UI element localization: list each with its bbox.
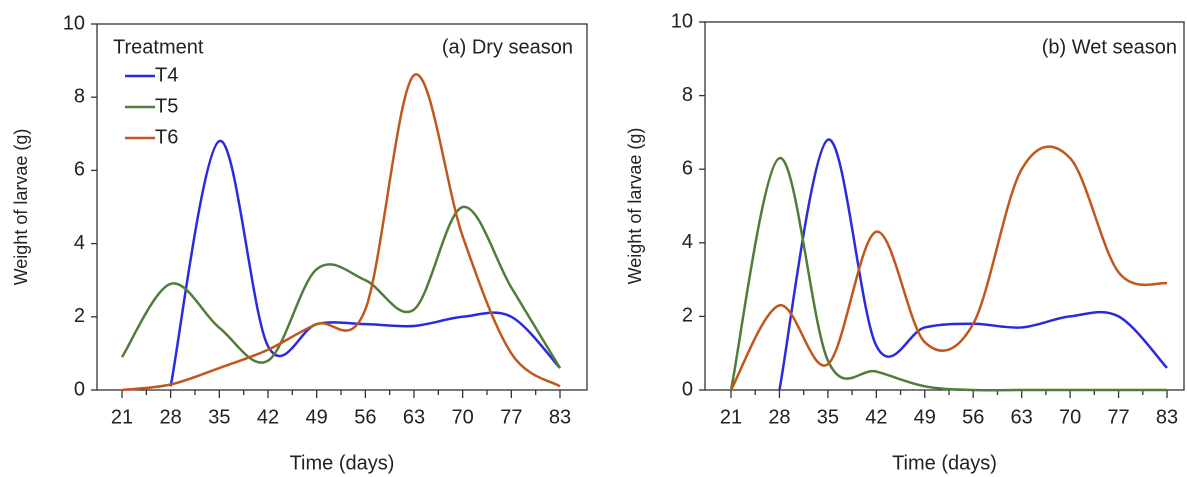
x-tick-label: 42: [865, 406, 887, 428]
chart: 024681021283542495663707783Time (days)We…: [0, 0, 1187, 477]
x-tick-label: 83: [549, 406, 571, 428]
y-tick-label: 10: [63, 12, 85, 34]
x-tick-label: 49: [914, 406, 936, 428]
x-tick-label: 21: [111, 406, 133, 428]
x-tick-label: 28: [768, 406, 790, 428]
series-line: [122, 207, 560, 368]
x-tick-label: 56: [962, 406, 984, 428]
legend-title: Treatment: [113, 36, 204, 58]
y-tick-label: 0: [74, 378, 85, 400]
x-tick-label: 28: [160, 406, 182, 428]
x-tick-label: 77: [1107, 406, 1129, 428]
panel-title: (a) Dry season: [442, 36, 573, 58]
x-axis-label: Time (days): [892, 452, 997, 474]
y-tick-label: 8: [682, 84, 693, 106]
x-tick-label: 35: [208, 406, 230, 428]
y-tick-label: 10: [671, 10, 693, 32]
y-tick-label: 4: [682, 231, 693, 253]
x-tick-label: 49: [306, 406, 328, 428]
x-axis-label: Time (days): [290, 452, 395, 474]
legend-label: T6: [155, 126, 178, 148]
y-tick-label: 2: [682, 305, 693, 327]
x-tick-label: 63: [1011, 406, 1033, 428]
y-tick-label: 4: [74, 232, 85, 254]
series-line: [122, 74, 560, 390]
series-line: [171, 141, 560, 386]
x-tick-label: 35: [817, 406, 839, 428]
y-tick-label: 0: [682, 378, 693, 400]
y-tick-label: 2: [74, 305, 85, 327]
x-tick-label: 83: [1156, 406, 1178, 428]
y-axis-label: Weight of larvae (g): [11, 129, 31, 286]
legend-label: T5: [155, 95, 178, 117]
x-tick-label: 63: [403, 406, 425, 428]
plot-frame: [705, 22, 1184, 390]
panel-title: (b) Wet season: [1042, 36, 1177, 58]
x-tick-label: 56: [354, 406, 376, 428]
x-tick-label: 77: [500, 406, 522, 428]
series-line: [731, 147, 1167, 390]
x-tick-label: 21: [720, 406, 742, 428]
x-tick-label: 42: [257, 406, 279, 428]
legend-label: T4: [155, 64, 178, 86]
y-tick-label: 6: [682, 157, 693, 179]
series-line: [779, 140, 1167, 390]
x-tick-label: 70: [1059, 406, 1081, 428]
x-tick-label: 70: [452, 406, 474, 428]
y-tick-label: 6: [74, 159, 85, 181]
y-axis-label: Weight of larvae (g): [625, 128, 645, 285]
y-tick-label: 8: [74, 85, 85, 107]
